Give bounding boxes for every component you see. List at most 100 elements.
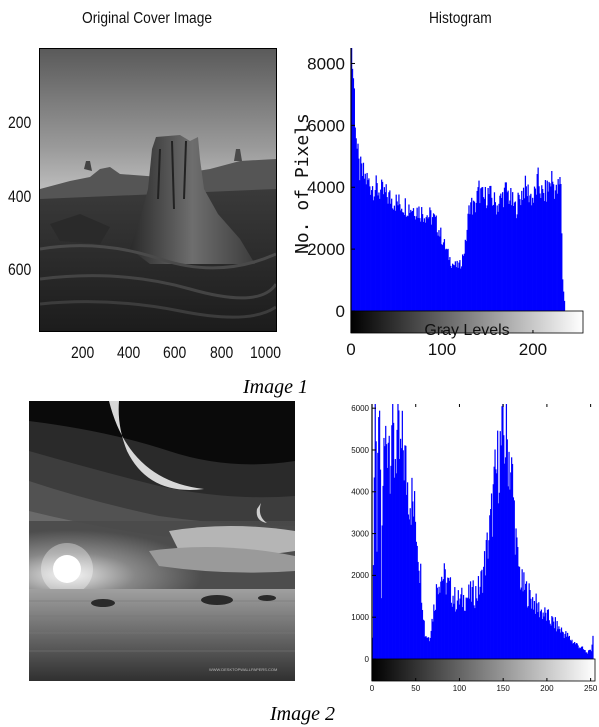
histogram-bar bbox=[436, 232, 438, 311]
histogram-bar bbox=[503, 187, 506, 311]
histogram-bar bbox=[424, 636, 426, 659]
histogram-bar bbox=[500, 445, 502, 659]
histogram-bar bbox=[392, 209, 395, 311]
histogram-bar bbox=[431, 224, 433, 311]
histogram-bar bbox=[421, 609, 424, 659]
histogram-bar bbox=[395, 194, 397, 311]
histogram-bar bbox=[439, 236, 441, 311]
histogram-bar bbox=[407, 216, 409, 311]
histogram-bar bbox=[592, 635, 594, 659]
histogram-bar bbox=[518, 566, 521, 659]
histogram-bar bbox=[396, 429, 398, 659]
histogram-bar bbox=[561, 631, 563, 659]
histogram-bar bbox=[552, 184, 555, 311]
histogram-bar bbox=[384, 192, 386, 311]
histogram-bar bbox=[454, 261, 456, 311]
histogram-bar bbox=[567, 636, 570, 659]
cover-x-tick: 200 bbox=[71, 343, 95, 362]
histogram-bar bbox=[447, 248, 449, 311]
histogram-bar bbox=[540, 197, 542, 311]
histogram-bar bbox=[505, 404, 508, 659]
histogram-bar bbox=[388, 435, 390, 659]
histogram-bar bbox=[540, 609, 543, 659]
histogram-bar bbox=[421, 207, 423, 311]
histogram-bar bbox=[509, 489, 511, 659]
histogram-bar bbox=[434, 609, 437, 659]
histogram-bar bbox=[501, 406, 503, 659]
x-tick-label: 100 bbox=[453, 684, 467, 693]
histogram-bar bbox=[440, 581, 442, 659]
histogram-bar bbox=[415, 216, 417, 311]
histogram-bar bbox=[433, 604, 435, 659]
histogram-bar bbox=[484, 186, 487, 311]
histogram-bar bbox=[430, 630, 432, 659]
histogram-bar bbox=[387, 442, 389, 659]
histogram-bar bbox=[418, 206, 420, 311]
histogram-bar bbox=[544, 607, 546, 659]
histogram-bar bbox=[384, 446, 386, 659]
histogram-bar bbox=[382, 194, 385, 311]
histogram-bar bbox=[411, 211, 413, 311]
histogram-bar bbox=[477, 187, 479, 311]
histogram-bar bbox=[525, 581, 528, 659]
histogram-bar bbox=[535, 194, 537, 311]
histogram-bar bbox=[462, 607, 464, 659]
histogram-bar bbox=[508, 203, 510, 311]
histogram-bar bbox=[553, 198, 556, 311]
histogram-bar bbox=[468, 584, 470, 659]
histogram-bar bbox=[562, 291, 565, 311]
histogram-bar bbox=[573, 642, 575, 659]
histogram-bar bbox=[466, 598, 468, 659]
histogram-bar bbox=[504, 182, 507, 311]
histogram-bar bbox=[563, 300, 566, 311]
histogram-bar bbox=[581, 646, 583, 659]
histogram-bar bbox=[435, 215, 437, 311]
histogram-bar bbox=[453, 265, 456, 311]
histogram-bar bbox=[378, 192, 380, 311]
histogram-bar bbox=[436, 587, 438, 659]
histogram-bar bbox=[520, 205, 522, 311]
stego-image: WWW.DESKTOPWALLPAPERS.COM bbox=[29, 401, 295, 681]
histogram-bar bbox=[566, 636, 568, 659]
histogram-bar bbox=[489, 515, 491, 659]
histogram-bar bbox=[528, 583, 530, 659]
histogram-bar bbox=[364, 173, 366, 311]
histogram-bar bbox=[470, 601, 473, 659]
histogram-bar bbox=[381, 525, 383, 659]
histogram-bar bbox=[362, 162, 365, 311]
histogram-bar bbox=[383, 437, 385, 659]
histogram-bar bbox=[376, 183, 378, 311]
histogram-bar bbox=[401, 208, 403, 311]
histogram-bar bbox=[516, 214, 518, 311]
histogram-bar bbox=[525, 186, 527, 311]
histogram-bar bbox=[440, 227, 442, 311]
histogram-bar bbox=[490, 493, 493, 659]
y-tick-label: 5000 bbox=[351, 446, 369, 455]
histogram-bar bbox=[557, 179, 559, 311]
histogram-bar bbox=[388, 192, 390, 311]
histogram-bar bbox=[403, 214, 406, 311]
histogram-bar bbox=[504, 457, 507, 659]
histogram-bar bbox=[551, 170, 553, 311]
histogram-bar bbox=[487, 558, 489, 659]
histogram-bar bbox=[404, 198, 406, 311]
histogram-bar bbox=[555, 631, 557, 659]
histogram-bar bbox=[385, 425, 387, 659]
histogram-bar bbox=[375, 441, 377, 659]
histogram-bar bbox=[441, 580, 444, 659]
histogram-bar bbox=[531, 608, 533, 659]
histogram-bar bbox=[514, 554, 516, 659]
histogram-bar bbox=[546, 180, 548, 311]
histogram-bar bbox=[390, 465, 392, 659]
histogram-bar bbox=[515, 528, 517, 659]
histogram-bar bbox=[532, 197, 534, 311]
y-tick-label: 0 bbox=[336, 302, 345, 321]
histogram-bar bbox=[396, 201, 398, 311]
histogram-bar bbox=[400, 210, 402, 311]
histogram-bar bbox=[366, 172, 368, 311]
histogram-bar bbox=[496, 205, 498, 311]
histogram-bar bbox=[411, 210, 414, 311]
histogram-bar bbox=[448, 578, 450, 659]
histogram-bar bbox=[422, 221, 425, 311]
histogram-bar bbox=[451, 606, 453, 659]
